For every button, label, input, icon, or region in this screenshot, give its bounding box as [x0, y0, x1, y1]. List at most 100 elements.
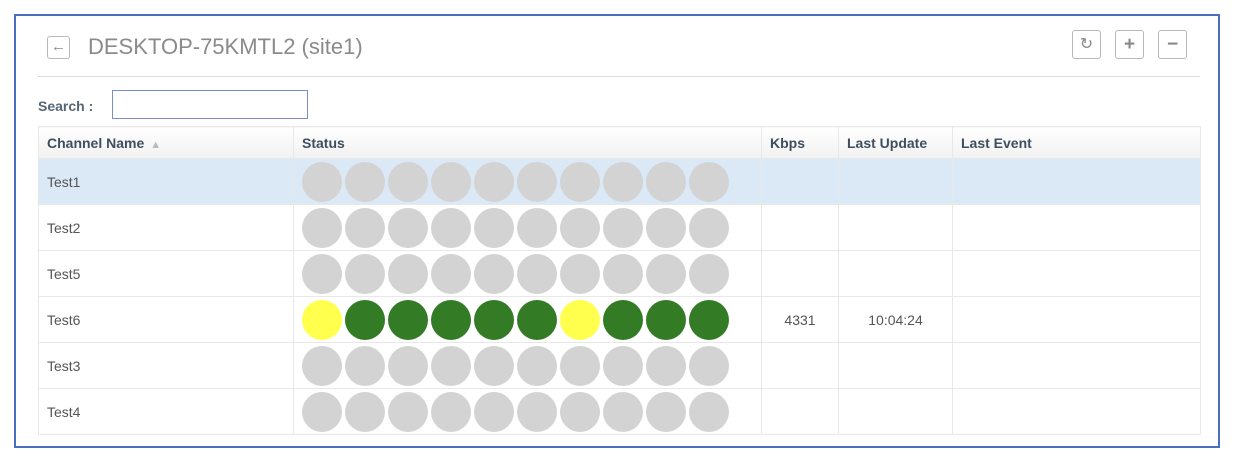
status-dot-gray [646, 345, 686, 386]
status-dot-gray [560, 253, 600, 294]
add-button[interactable]: + [1115, 30, 1144, 59]
status-dot-gray [517, 253, 557, 294]
last-event-cell [952, 158, 1201, 205]
status-dot-gray [560, 161, 600, 202]
status-indicators [302, 391, 761, 432]
status-dot-gray [474, 391, 514, 432]
status-dot-gray [474, 253, 514, 294]
channel-name-cell: Test6 [38, 296, 294, 343]
status-dot-gray [474, 161, 514, 202]
last-update-cell [838, 388, 953, 435]
last-event-cell [952, 342, 1201, 389]
search-input[interactable] [112, 90, 308, 119]
status-dot-gray [431, 391, 471, 432]
kbps-cell [761, 250, 839, 297]
kbps-cell [761, 204, 839, 251]
status-cell [293, 250, 762, 297]
last-update-cell [838, 158, 953, 205]
table-row[interactable]: Test6 4331 10:04:24 [38, 296, 1201, 343]
table-row[interactable]: Test4 [38, 388, 1201, 435]
last-event-cell [952, 388, 1201, 435]
status-dot-gray [517, 391, 557, 432]
last-event-cell [952, 204, 1201, 251]
status-dot-gray [388, 345, 428, 386]
status-dot-gray [517, 345, 557, 386]
status-dot-yellow [302, 299, 342, 340]
status-dot-green [603, 299, 643, 340]
status-dot-gray [388, 391, 428, 432]
remove-button[interactable]: − [1158, 30, 1187, 59]
status-dot-gray [517, 207, 557, 248]
status-dot-gray [345, 161, 385, 202]
channel-name-cell: Test5 [38, 250, 294, 297]
status-dot-gray [388, 207, 428, 248]
table-row[interactable]: Test1 [38, 158, 1201, 205]
status-dot-gray [603, 253, 643, 294]
channel-panel: ← DESKTOP-75KMTL2 (site1) ↻ + − Search :… [14, 14, 1220, 448]
table-body: Test1 Test2 Test5 Test6 4331 10:04:24 Test3 Tes… [38, 158, 1201, 435]
plus-icon: + [1123, 34, 1136, 55]
status-dot-gray [431, 253, 471, 294]
column-header-last-update[interactable]: Last Update [838, 126, 953, 159]
table-row[interactable]: Test5 [38, 250, 1201, 297]
status-cell [293, 388, 762, 435]
status-dot-gray [689, 207, 729, 248]
status-indicators [302, 253, 761, 294]
status-indicators [302, 207, 761, 248]
refresh-icon: ↻ [1079, 36, 1094, 53]
status-dot-green [646, 299, 686, 340]
status-dot-gray [388, 161, 428, 202]
status-dot-gray [302, 345, 342, 386]
panel-header: ← DESKTOP-75KMTL2 (site1) ↻ + − [38, 30, 1200, 77]
refresh-button[interactable]: ↻ [1072, 30, 1101, 59]
table-row[interactable]: Test2 [38, 204, 1201, 251]
kbps-cell [761, 388, 839, 435]
channel-name-cell: Test2 [38, 204, 294, 251]
status-dot-gray [689, 253, 729, 294]
status-dot-gray [689, 391, 729, 432]
status-dot-gray [431, 161, 471, 202]
table-header-row: Channel Name ▲ Status Kbps Last Update La… [38, 126, 1201, 159]
column-header-kbps[interactable]: Kbps [761, 126, 839, 159]
status-cell [293, 204, 762, 251]
channel-name-cell: Test4 [38, 388, 294, 435]
status-cell [293, 342, 762, 389]
status-dot-gray [603, 345, 643, 386]
sort-ascending-icon: ▲ [150, 138, 162, 151]
status-dot-green [517, 299, 557, 340]
status-dot-gray [560, 391, 600, 432]
status-cell [293, 296, 762, 343]
channel-table: Channel Name ▲ Status Kbps Last Update La… [38, 126, 1201, 435]
status-dot-gray [689, 161, 729, 202]
status-dot-gray [646, 161, 686, 202]
channel-name-cell: Test1 [38, 158, 294, 205]
status-dot-gray [560, 207, 600, 248]
status-dot-gray [302, 391, 342, 432]
status-dot-gray [689, 345, 729, 386]
status-dot-green [431, 299, 471, 340]
status-dot-gray [603, 161, 643, 202]
status-dot-gray [345, 345, 385, 386]
minus-icon: − [1166, 34, 1179, 55]
page-title: DESKTOP-75KMTL2 (site1) [88, 34, 363, 59]
status-dot-green [388, 299, 428, 340]
status-dot-gray [646, 391, 686, 432]
last-update-cell [838, 204, 953, 251]
status-dot-gray [517, 161, 557, 202]
table-row[interactable]: Test3 [38, 342, 1201, 389]
column-header-channel-name[interactable]: Channel Name ▲ [38, 126, 294, 159]
column-header-last-event[interactable]: Last Event [952, 126, 1201, 159]
back-button[interactable]: ← [47, 36, 70, 59]
status-dot-gray [603, 207, 643, 248]
status-dot-green [345, 299, 385, 340]
status-indicators [302, 345, 761, 386]
status-dot-gray [603, 391, 643, 432]
status-dot-gray [431, 345, 471, 386]
status-dot-gray [345, 207, 385, 248]
status-dot-gray [302, 161, 342, 202]
channel-name-cell: Test3 [38, 342, 294, 389]
column-header-status[interactable]: Status [293, 126, 762, 159]
kbps-cell [761, 342, 839, 389]
last-update-cell [838, 342, 953, 389]
status-dot-gray [474, 345, 514, 386]
